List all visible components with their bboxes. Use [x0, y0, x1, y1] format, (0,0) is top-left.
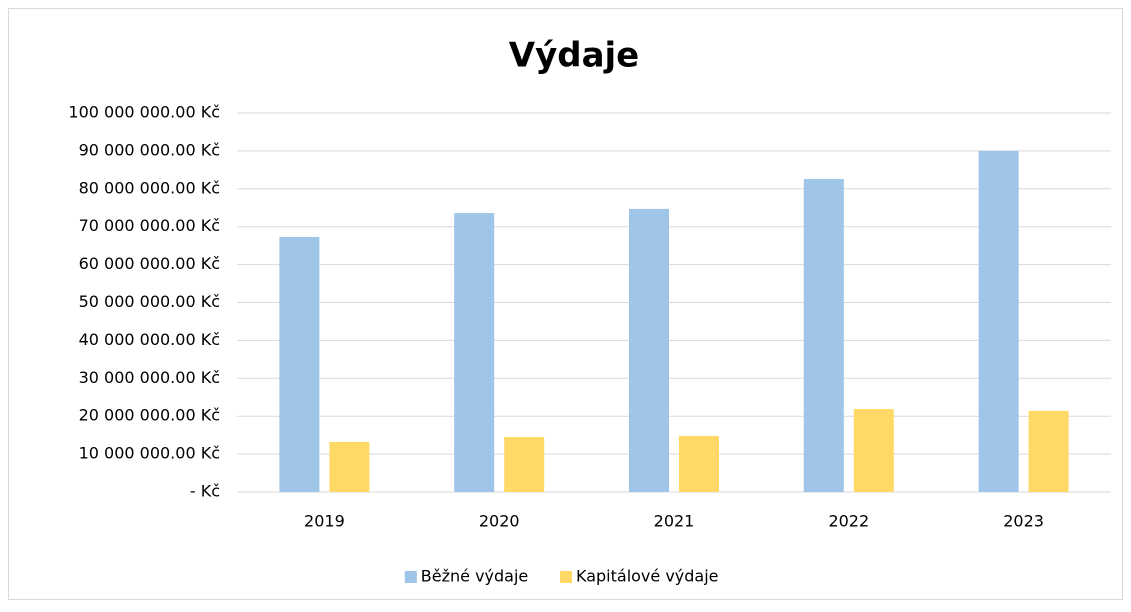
bar	[454, 213, 495, 492]
y-tick-label: 60 000 000.00 Kč	[79, 254, 220, 273]
bar	[803, 178, 844, 493]
y-tick-label: 40 000 000.00 Kč	[79, 330, 220, 349]
y-tick-label: 30 000 000.00 Kč	[79, 368, 220, 387]
bar	[329, 441, 370, 492]
legend-swatch	[560, 571, 572, 583]
x-tick-label: 2022	[828, 512, 869, 531]
bar	[629, 208, 669, 492]
bar	[679, 435, 719, 492]
x-tick-label: 2023	[1003, 512, 1044, 531]
y-tick-label: 100 000 000.00 Kč	[68, 103, 220, 122]
y-tick-label: 20 000 000.00 Kč	[79, 406, 220, 425]
bar	[279, 236, 320, 492]
x-tick-label: 2021	[654, 512, 695, 531]
y-tick-label: 70 000 000.00 Kč	[79, 216, 220, 235]
x-tick-label: 2019	[304, 512, 345, 531]
bar	[853, 408, 894, 492]
chart-frame	[8, 8, 1123, 600]
y-tick-label: - Kč	[190, 482, 220, 501]
y-tick-label: 90 000 000.00 Kč	[79, 140, 220, 159]
bar	[1028, 410, 1069, 492]
legend-label: Kapitálové výdaje	[576, 567, 719, 586]
bar	[504, 437, 545, 492]
x-tick-label: 2020	[479, 512, 520, 531]
chart-title: Výdaje	[509, 36, 639, 76]
y-tick-label: 50 000 000.00 Kč	[79, 292, 220, 311]
legend-label: Běžné výdaje	[421, 567, 528, 586]
legend-swatch	[404, 571, 417, 583]
y-tick-label: 10 000 000.00 Kč	[79, 444, 220, 463]
bar	[978, 150, 1019, 492]
y-tick-label: 80 000 000.00 Kč	[79, 178, 220, 197]
